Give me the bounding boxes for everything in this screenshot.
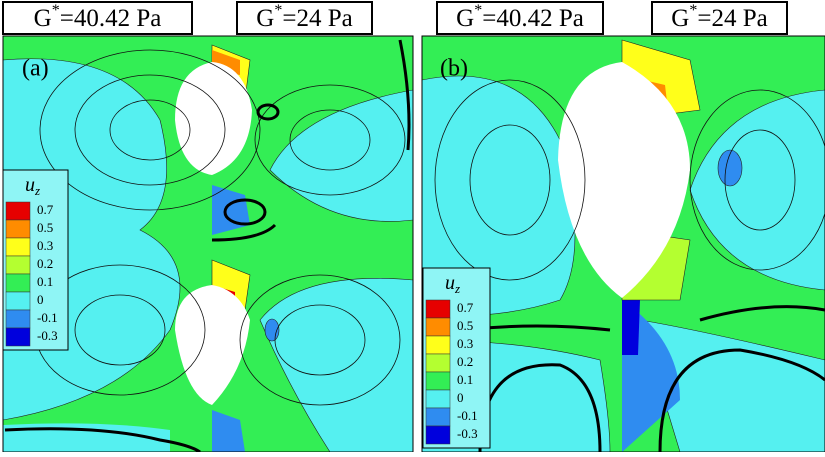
legend-level: 0.3: [457, 336, 473, 351]
legend-level: 0.7: [37, 202, 54, 217]
legend: uz 0.7 0.5 0.3 0.2 0.1 0 -0.1 -0.3: [423, 268, 490, 448]
header-sup: *: [274, 2, 282, 19]
legend-swatch: [6, 202, 30, 220]
legend: uz 0.7 0.5 0.3 0.2 0.1 0 -0.1 -0.3: [3, 170, 68, 350]
legend-swatch: [426, 354, 450, 372]
legend-swatch: [426, 372, 450, 390]
legend-level: 0.1: [457, 372, 473, 387]
legend-swatch: [6, 328, 30, 346]
header-sup: *: [52, 2, 60, 19]
legend-swatch: [426, 408, 450, 426]
legend-level: 0.7: [457, 300, 474, 315]
legend-swatch: [6, 238, 30, 256]
legend-level: -0.3: [37, 328, 58, 343]
header-base: G: [671, 5, 689, 32]
legend-level: 0: [457, 390, 464, 405]
legend-swatch: [426, 426, 450, 444]
header-base: G: [256, 5, 274, 32]
header-rest: =40.42 Pa: [482, 5, 584, 32]
legend-level: 0.2: [37, 256, 53, 271]
legend-swatch: [6, 256, 30, 274]
header-rest: =24 Pa: [697, 5, 767, 32]
legend-level: 0.5: [37, 220, 53, 235]
header-text: G*=24 Pa: [671, 2, 767, 32]
legend-level: -0.1: [457, 408, 478, 423]
header-text: G*=24 Pa: [256, 2, 352, 32]
legend-swatch: [6, 274, 30, 292]
legend-level: 0.1: [37, 274, 53, 289]
header-base: G: [456, 5, 474, 32]
header-rest: =40.42 Pa: [60, 5, 162, 32]
legend-swatch: [426, 300, 450, 318]
legend-level: 0: [37, 292, 44, 307]
header-base: G: [34, 5, 52, 32]
figure: G*=40.42 PaG*=24 PaG*=40.42 PaG*=24 Pa (…: [0, 0, 825, 452]
legend-subscript: z: [454, 281, 460, 296]
legend-swatch: [426, 336, 450, 354]
header-sup: *: [474, 2, 482, 19]
legend-symbol: u: [445, 272, 455, 294]
legend-level: -0.1: [37, 310, 58, 325]
legend-level: 0.3: [37, 238, 53, 253]
header-sup: *: [689, 2, 697, 19]
legend-symbol: u: [25, 174, 35, 196]
legend-swatch: [426, 390, 450, 408]
legend-level: -0.3: [457, 426, 478, 441]
panel-label: (a): [22, 56, 49, 82]
legend-level: 0.5: [457, 318, 473, 333]
legend-level: 0.2: [457, 354, 473, 369]
legend-swatch: [6, 292, 30, 310]
legend-swatch: [426, 318, 450, 336]
legend-subscript: z: [34, 183, 40, 198]
panel-label: (b): [440, 56, 468, 82]
legend-swatch: [6, 310, 30, 328]
header-rest: =24 Pa: [282, 5, 352, 32]
legend-swatch: [6, 220, 30, 238]
